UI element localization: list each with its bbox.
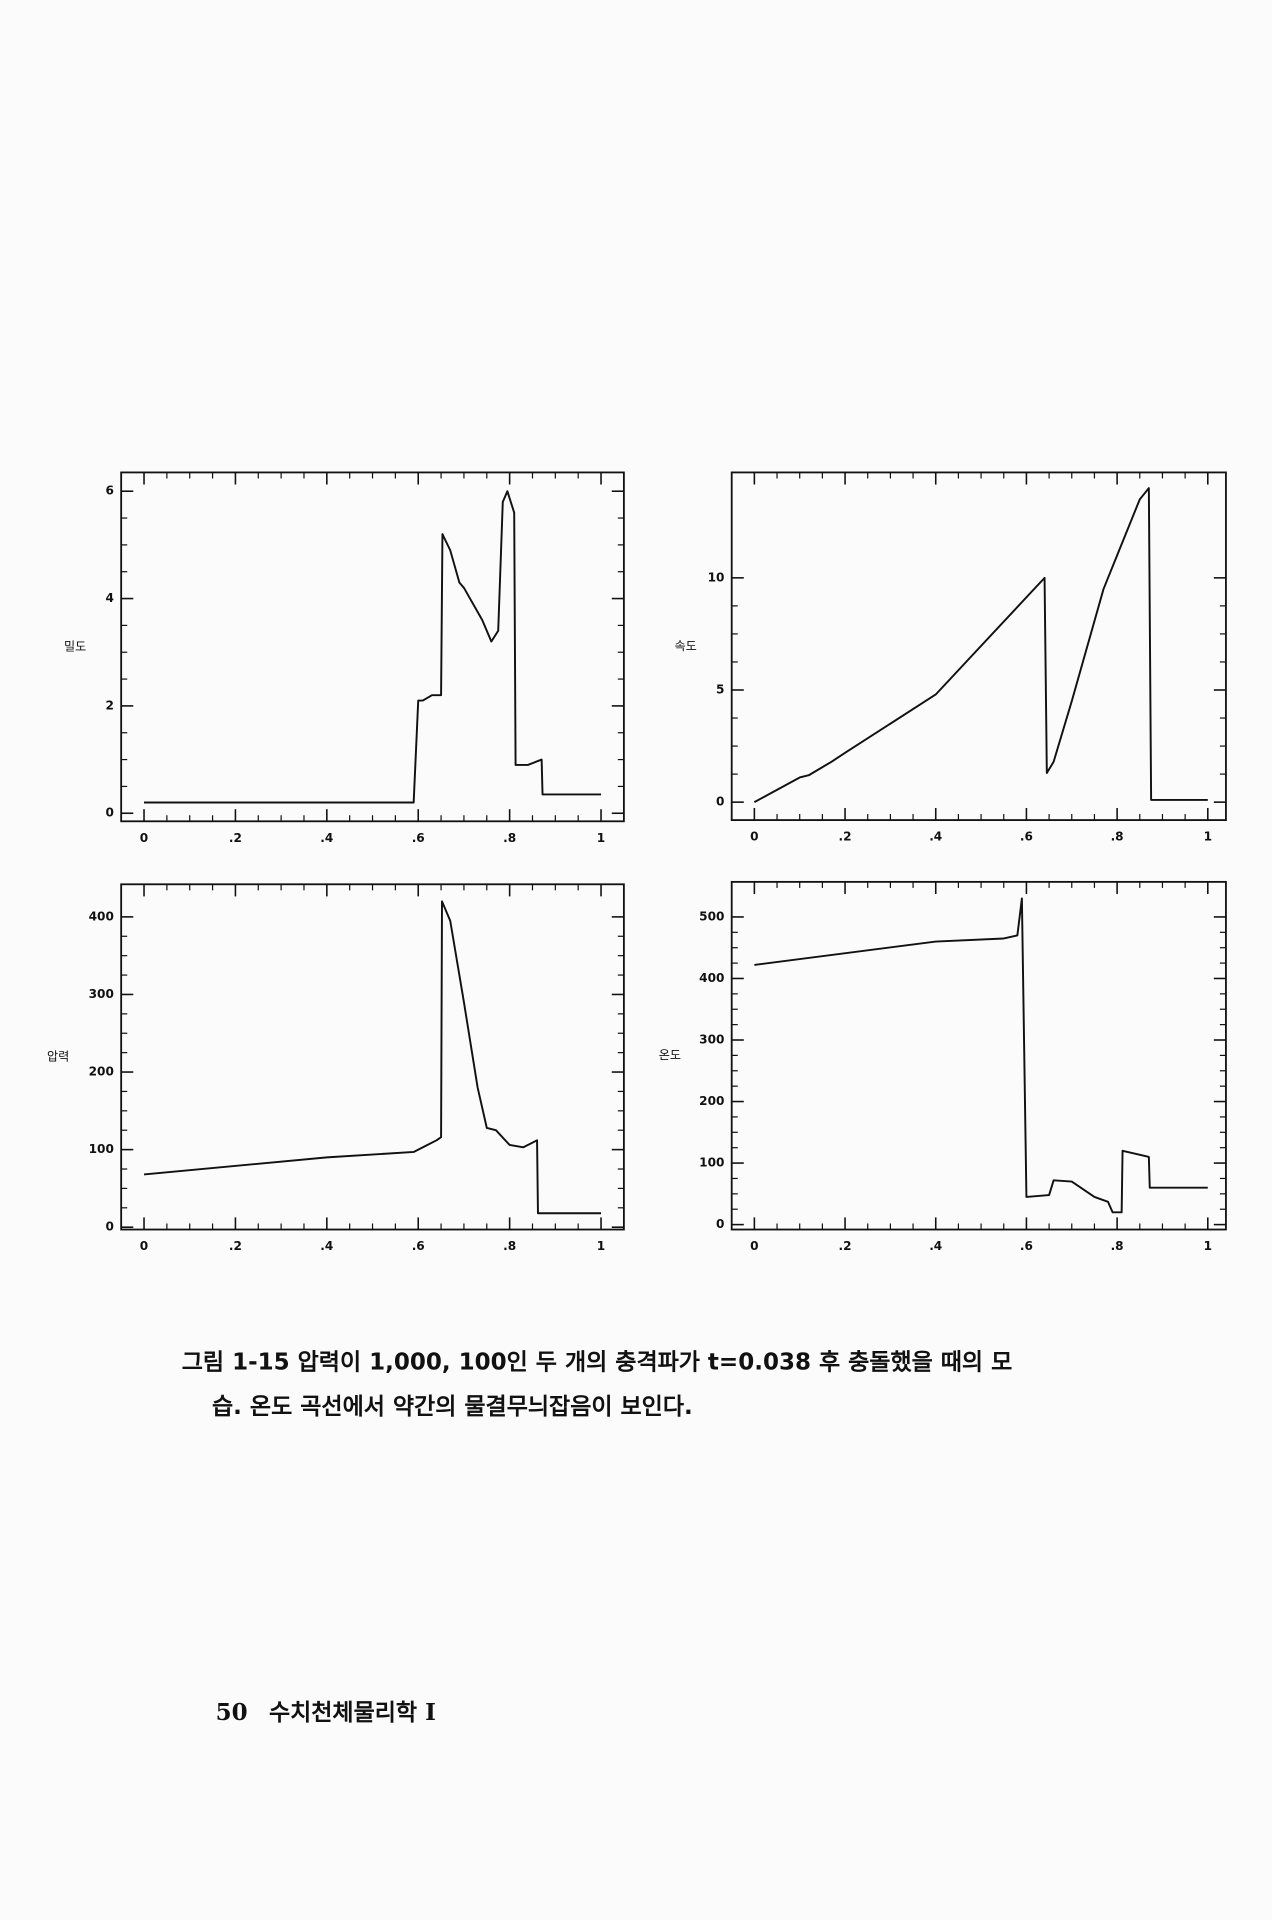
x-tick-label: 0 xyxy=(140,831,148,845)
x-tick-label: 0 xyxy=(140,1239,148,1253)
y-axis-label: 압력 xyxy=(47,1049,69,1063)
x-tick-label: .4 xyxy=(929,1239,942,1253)
y-tick-label: 200 xyxy=(89,1065,114,1079)
x-tick-label: 0 xyxy=(750,1239,758,1253)
x-tick-label: .6 xyxy=(1020,830,1033,844)
x-tick-label: .8 xyxy=(503,1239,516,1253)
y-tick-label: 100 xyxy=(699,1156,724,1170)
x-tick-label: .6 xyxy=(412,831,425,845)
caption-line: 습. 온도 곡선에서 약간의 물결무늬잡음이 보인다. xyxy=(212,1394,693,1420)
x-tick-label: .4 xyxy=(320,831,333,845)
plot-frame xyxy=(120,471,625,823)
x-tick-label: .8 xyxy=(1111,1239,1124,1253)
x-tick-label: .2 xyxy=(229,1239,242,1253)
data-line xyxy=(754,897,1208,1214)
y-axis-label: 온도 xyxy=(659,1048,681,1062)
y-axis-label: 속도 xyxy=(675,639,697,653)
y-tick-label: 0 xyxy=(716,1217,724,1231)
x-tick-label: 1 xyxy=(1204,1239,1212,1253)
x-tick-label: .4 xyxy=(929,830,942,844)
x-tick-label: .2 xyxy=(839,1239,852,1253)
page-number: 50 xyxy=(216,1699,248,1726)
y-tick-label: 300 xyxy=(699,1033,724,1047)
y-tick-label: 300 xyxy=(89,987,114,1001)
y-tick-label: 200 xyxy=(699,1094,724,1108)
data-line xyxy=(143,900,602,1215)
y-tick-label: 4 xyxy=(105,591,113,605)
plot-frame xyxy=(730,471,1227,821)
x-tick-label: .8 xyxy=(1111,830,1124,844)
plot-frame xyxy=(120,883,625,1231)
y-tick-label: 6 xyxy=(105,484,113,498)
y-tick-label: 400 xyxy=(699,971,724,985)
y-axis-label: 밀도 xyxy=(64,639,86,653)
caption-line: 그림 1-15 압력이 1,000, 100인 두 개의 충격파가 t=0.03… xyxy=(182,1349,1013,1375)
y-tick-label: 5 xyxy=(716,682,724,696)
x-tick-label: 1 xyxy=(597,831,605,845)
y-tick-label: 100 xyxy=(89,1142,114,1156)
y-tick-label: 10 xyxy=(708,570,725,584)
x-tick-label: .4 xyxy=(320,1239,333,1253)
y-tick-label: 0 xyxy=(105,1220,113,1234)
data-line xyxy=(753,487,1208,803)
x-tick-label: .8 xyxy=(503,831,516,845)
x-tick-label: .6 xyxy=(412,1239,425,1253)
y-tick-label: 400 xyxy=(89,909,114,923)
x-tick-label: 0 xyxy=(750,830,758,844)
x-tick-label: .2 xyxy=(229,831,242,845)
plot-frame xyxy=(730,880,1227,1231)
y-tick-label: 0 xyxy=(105,806,113,820)
x-tick-label: .6 xyxy=(1020,1239,1033,1253)
x-tick-label: 1 xyxy=(597,1239,605,1253)
y-tick-label: 2 xyxy=(105,698,113,712)
book-title: 수치천체물리학 Ⅰ xyxy=(269,1699,436,1726)
x-tick-label: .2 xyxy=(839,830,852,844)
y-tick-label: 0 xyxy=(716,795,724,809)
data-line xyxy=(144,490,602,804)
y-tick-label: 500 xyxy=(699,909,724,923)
x-tick-label: 1 xyxy=(1204,830,1212,844)
